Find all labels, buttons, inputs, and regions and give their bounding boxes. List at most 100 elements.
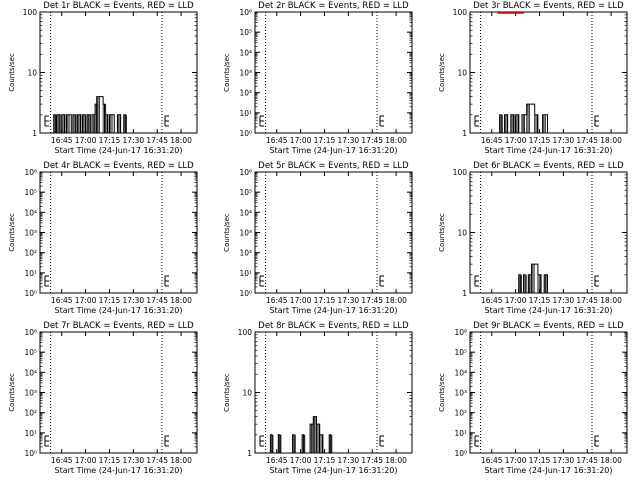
chart-panel-4: Det 4r BLACK = Events, RED = LLD 10⁰ 10¹ 10… [8, 161, 198, 315]
chart-panel-7: Det 7r BLACK = Events, RED = LLD 10⁰ 10¹ 10… [8, 321, 198, 475]
x-tick-label: 17:45 [576, 296, 598, 305]
x-tick-label: 17:30 [338, 136, 360, 145]
y-tick-label: 100 [238, 328, 253, 337]
y-tick-label: 10³ [24, 389, 37, 398]
y-tick-label: 10¹ [24, 429, 37, 438]
x-tick-label: 17:00 [505, 136, 527, 145]
plot-frame [254, 11, 413, 134]
x-tick-label: 17:30 [553, 136, 575, 145]
y-axis-label: Counts/sec [223, 373, 231, 412]
error-bar-marker [259, 435, 264, 447]
y-tick-label: 10² [454, 409, 467, 418]
error-bar-marker [379, 435, 384, 447]
y-tick-label: 10⁶ [239, 8, 252, 17]
y-tick-label: 10 [457, 69, 467, 78]
chart-title: Det 3r BLACK = Events, RED = LLD [473, 1, 624, 11]
y-axis-label: Counts/sec [8, 53, 16, 92]
y-tick-label: 10 [27, 69, 37, 78]
x-tick-label: 17:30 [553, 296, 575, 305]
y-tick-label: 10¹ [239, 109, 252, 118]
x-axis-label: Start Time (24-Jun-17 16:31:20) [485, 146, 613, 155]
error-bar-marker [164, 275, 169, 287]
y-axis-label: Counts/sec [438, 373, 446, 412]
y-tick-label: 1 [462, 289, 467, 298]
chart-title: Det 5r BLACK = Events, RED = LLD [258, 161, 409, 171]
plot-frame [469, 171, 628, 294]
y-tick-label: 1 [32, 129, 37, 138]
x-axis-label: Start Time (24-Jun-17 16:31:20) [270, 146, 398, 155]
x-tick-label: 17:00 [290, 296, 312, 305]
x-axis-label: Start Time (24-Jun-17 16:31:20) [270, 466, 398, 475]
chart-panel-6: Det 6r BLACK = Events, RED = LLD 1 10 100 16… [438, 161, 628, 315]
y-axis-label: Counts/sec [223, 53, 231, 92]
x-tick-label: 17:00 [75, 296, 97, 305]
x-tick-label: 17:15 [99, 456, 121, 465]
x-tick-label: 18:00 [600, 296, 622, 305]
x-tick-label: 17:45 [146, 136, 168, 145]
x-tick-label: 17:15 [314, 456, 336, 465]
y-tick-label: 10³ [239, 229, 252, 238]
y-tick-label: 10⁶ [24, 328, 37, 337]
y-tick-label: 10⁴ [239, 208, 252, 217]
x-tick-label: 18:00 [600, 136, 622, 145]
x-axis-label: Start Time (24-Jun-17 16:31:20) [485, 306, 613, 315]
y-tick-label: 10⁵ [239, 188, 252, 197]
x-tick-label: 16:45 [266, 136, 288, 145]
y-tick-label: 10¹ [24, 269, 37, 278]
x-tick-label: 16:45 [266, 296, 288, 305]
error-bar-marker [44, 435, 49, 447]
y-tick-label: 10² [24, 249, 37, 258]
y-tick-label: 10⁴ [24, 368, 37, 377]
y-tick-label: 10⁰ [239, 129, 252, 138]
x-tick-label: 17:15 [529, 296, 551, 305]
x-tick-label: 17:45 [146, 296, 168, 305]
x-tick-label: 18:00 [600, 456, 622, 465]
y-tick-label: 10⁶ [24, 168, 37, 177]
y-tick-label: 10⁵ [24, 188, 37, 197]
y-tick-label: 100 [23, 8, 38, 17]
y-tick-label: 100 [453, 168, 468, 177]
error-bar-marker [44, 115, 49, 127]
x-tick-label: 17:30 [123, 456, 145, 465]
y-tick-label: 10¹ [239, 269, 252, 278]
x-tick-label: 17:15 [314, 296, 336, 305]
x-tick-label: 17:45 [361, 296, 383, 305]
x-tick-label: 16:45 [481, 136, 503, 145]
y-axis-label: Counts/sec [8, 213, 16, 252]
y-tick-label: 10² [24, 409, 37, 418]
x-tick-label: 17:30 [123, 296, 145, 305]
y-tick-label: 10³ [454, 389, 467, 398]
x-tick-label: 17:00 [290, 136, 312, 145]
x-tick-label: 17:45 [576, 456, 598, 465]
chart-panel-2: Det 2r BLACK = Events, RED = LLD 10⁰ 10¹ 10… [223, 1, 413, 155]
y-tick-label: 10² [239, 89, 252, 98]
events-series [53, 96, 127, 134]
y-tick-label: 10⁴ [239, 48, 252, 57]
x-tick-label: 18:00 [170, 456, 192, 465]
error-bar-marker [474, 435, 479, 447]
error-bar-marker [594, 435, 599, 447]
chart-title: Det 4r BLACK = Events, RED = LLD [43, 161, 194, 171]
y-axis-label: Counts/sec [438, 213, 446, 252]
y-axis-label: Counts/sec [223, 213, 231, 252]
x-tick-label: 16:45 [481, 296, 503, 305]
x-tick-label: 18:00 [385, 136, 407, 145]
error-bar-marker [474, 115, 479, 127]
error-bar-marker [44, 275, 49, 287]
error-bar-marker [379, 115, 384, 127]
error-bar-marker [259, 115, 264, 127]
x-tick-label: 17:00 [75, 136, 97, 145]
x-tick-label: 16:45 [266, 456, 288, 465]
y-tick-label: 10⁰ [239, 289, 252, 298]
chart-panel-3: Det 3r BLACK = Events, RED = LLD 1 10 100 16… [438, 1, 628, 155]
x-tick-label: 17:30 [553, 456, 575, 465]
y-tick-label: 10⁴ [24, 208, 37, 217]
error-bar-marker [594, 275, 599, 287]
error-bar-marker [164, 115, 169, 127]
y-axis-label: Counts/sec [438, 53, 446, 92]
error-bar-marker [259, 275, 264, 287]
y-tick-label: 1 [247, 449, 252, 458]
error-bar-marker [379, 275, 384, 287]
y-tick-label: 10¹ [454, 429, 467, 438]
y-tick-label: 10 [242, 389, 252, 398]
